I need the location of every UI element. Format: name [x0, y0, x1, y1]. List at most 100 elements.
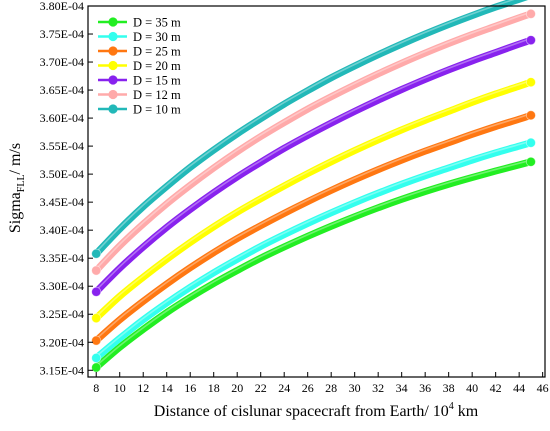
legend-item: D = 25 m — [98, 45, 181, 59]
x-tick-label: 8 — [93, 381, 99, 395]
x-tick-label: 46 — [537, 381, 549, 395]
ticks-layer: 8 10 12 14 16 18 20 22 24 26 28 30 32 34 36 38 40 42 44 46 3… — [40, 0, 549, 395]
series-curve — [92, 36, 535, 296]
y-tick-label: 3.65E-04 — [40, 83, 84, 97]
y-tick-label: 3.70E-04 — [40, 55, 84, 69]
y-tick-label: 3.20E-04 — [40, 335, 84, 349]
series-highlight — [95, 159, 532, 367]
x-tick-label: 42 — [490, 381, 502, 395]
x-tick-label: 36 — [419, 381, 431, 395]
series-highlight — [95, 112, 532, 340]
series-line-4 — [91, 77, 536, 324]
y-tick-label: 3.25E-04 — [40, 307, 84, 321]
x-axis-title: Distance of cislunar spacecraft from Ear… — [154, 401, 479, 420]
legend-label: D = 30 m — [133, 30, 181, 44]
legend-label: D = 20 m — [133, 59, 181, 73]
series-highlight — [95, 37, 532, 292]
x-tick-label: 18 — [208, 381, 220, 395]
series-endpoint-marker — [91, 248, 102, 259]
series-endpoint-marker — [525, 110, 536, 121]
series-curve — [92, 111, 535, 345]
series-line-1 — [91, 156, 536, 373]
legend-item: D = 12 m — [98, 88, 181, 102]
series-curve — [92, 158, 535, 371]
y-tick-label: 3.60E-04 — [40, 111, 84, 125]
legend-item: D = 35 m — [98, 16, 181, 30]
x-axis-label-sup: 4 — [449, 401, 454, 412]
x-tick-label: 28 — [325, 381, 337, 395]
legend-swatch-marker — [108, 104, 118, 114]
x-tick-label: 38 — [443, 381, 455, 395]
x-tick-label: 10 — [114, 381, 126, 395]
x-tick-label: 32 — [372, 381, 384, 395]
x-tick-label: 14 — [161, 381, 173, 395]
series-curve — [92, 139, 535, 362]
series-endpoint-marker — [525, 137, 536, 148]
series-endpoint-marker — [91, 313, 102, 324]
legend-item: D = 20 m — [98, 59, 181, 73]
y-tick-label: 3.35E-04 — [40, 251, 84, 265]
series-line-6 — [91, 8, 536, 276]
axes-layer — [87, 5, 546, 378]
y-tick-label: 3.40E-04 — [40, 223, 84, 237]
x-axis-label-unit: km — [454, 403, 479, 420]
x-tick-label: 12 — [137, 381, 149, 395]
x-tick-label: 24 — [278, 381, 290, 395]
series-layer — [91, 0, 536, 373]
series-endpoint-marker — [525, 35, 536, 46]
series-endpoint-marker — [91, 335, 102, 346]
y-tick-label: 3.50E-04 — [40, 167, 84, 181]
series-endpoint-marker — [91, 352, 102, 363]
legend-swatch-marker — [108, 31, 118, 42]
series-highlight — [95, 79, 532, 318]
series-endpoint-marker — [91, 362, 102, 373]
legend-label: D = 25 m — [133, 45, 181, 59]
series-line-3 — [91, 110, 536, 346]
series-curve — [92, 78, 535, 322]
x-axis-label: Distance of cislunar spacecraft from Ear… — [154, 403, 449, 420]
series-highlight — [95, 11, 532, 270]
x-tick-label: 30 — [349, 381, 361, 395]
y-tick-label: 3.15E-04 — [40, 363, 84, 377]
series-endpoint-marker — [525, 77, 536, 88]
series-highlight — [95, 140, 532, 358]
legend-swatch-marker — [108, 17, 118, 27]
y-tick-label: 3.80E-04 — [40, 0, 84, 13]
series-curve — [92, 0, 529, 258]
series-highlight — [95, 0, 515, 253]
legend-label: D = 35 m — [133, 16, 181, 30]
series-endpoint-marker — [91, 265, 102, 276]
x-tick-label: 26 — [302, 381, 314, 395]
series-curve — [92, 10, 535, 275]
y-axis-label-unit: / m/s — [7, 143, 24, 175]
legend-swatch-marker — [108, 75, 118, 85]
series-endpoint-marker — [525, 156, 536, 167]
x-tick-label: 22 — [255, 381, 267, 395]
legend-swatch-marker — [108, 89, 118, 100]
y-tick-label: 3.55E-04 — [40, 139, 84, 153]
series-endpoint-marker — [91, 286, 102, 297]
x-tick-label: 16 — [184, 381, 196, 395]
y-tick-label: 3.30E-04 — [40, 279, 84, 293]
series-line-5 — [91, 35, 536, 297]
y-axis-label-sub: FLL — [16, 174, 27, 192]
series-endpoint-marker — [525, 8, 536, 19]
y-axis-label: Sigma — [7, 192, 24, 233]
y-tick-label: 3.45E-04 — [40, 195, 84, 209]
series-line-7 — [91, 0, 533, 259]
legend-item: D = 30 m — [98, 30, 181, 44]
y-axis-title: SigmaFLL/ m/s — [7, 143, 27, 233]
x-tick-label: 44 — [513, 381, 525, 395]
x-tick-label: 20 — [231, 381, 243, 395]
legend-item: D = 10 m — [98, 103, 181, 117]
legend: D = 35 mD = 30 mD = 25 mD = 20 mD = 15 m… — [98, 16, 181, 117]
legend-label: D = 10 m — [133, 103, 181, 117]
x-tick-label: 40 — [466, 381, 478, 395]
legend-item: D = 15 m — [98, 74, 181, 88]
legend-label: D = 12 m — [133, 88, 181, 102]
plot-frame — [87, 5, 546, 378]
series-line-2 — [91, 137, 536, 363]
legend-label: D = 15 m — [133, 74, 181, 88]
